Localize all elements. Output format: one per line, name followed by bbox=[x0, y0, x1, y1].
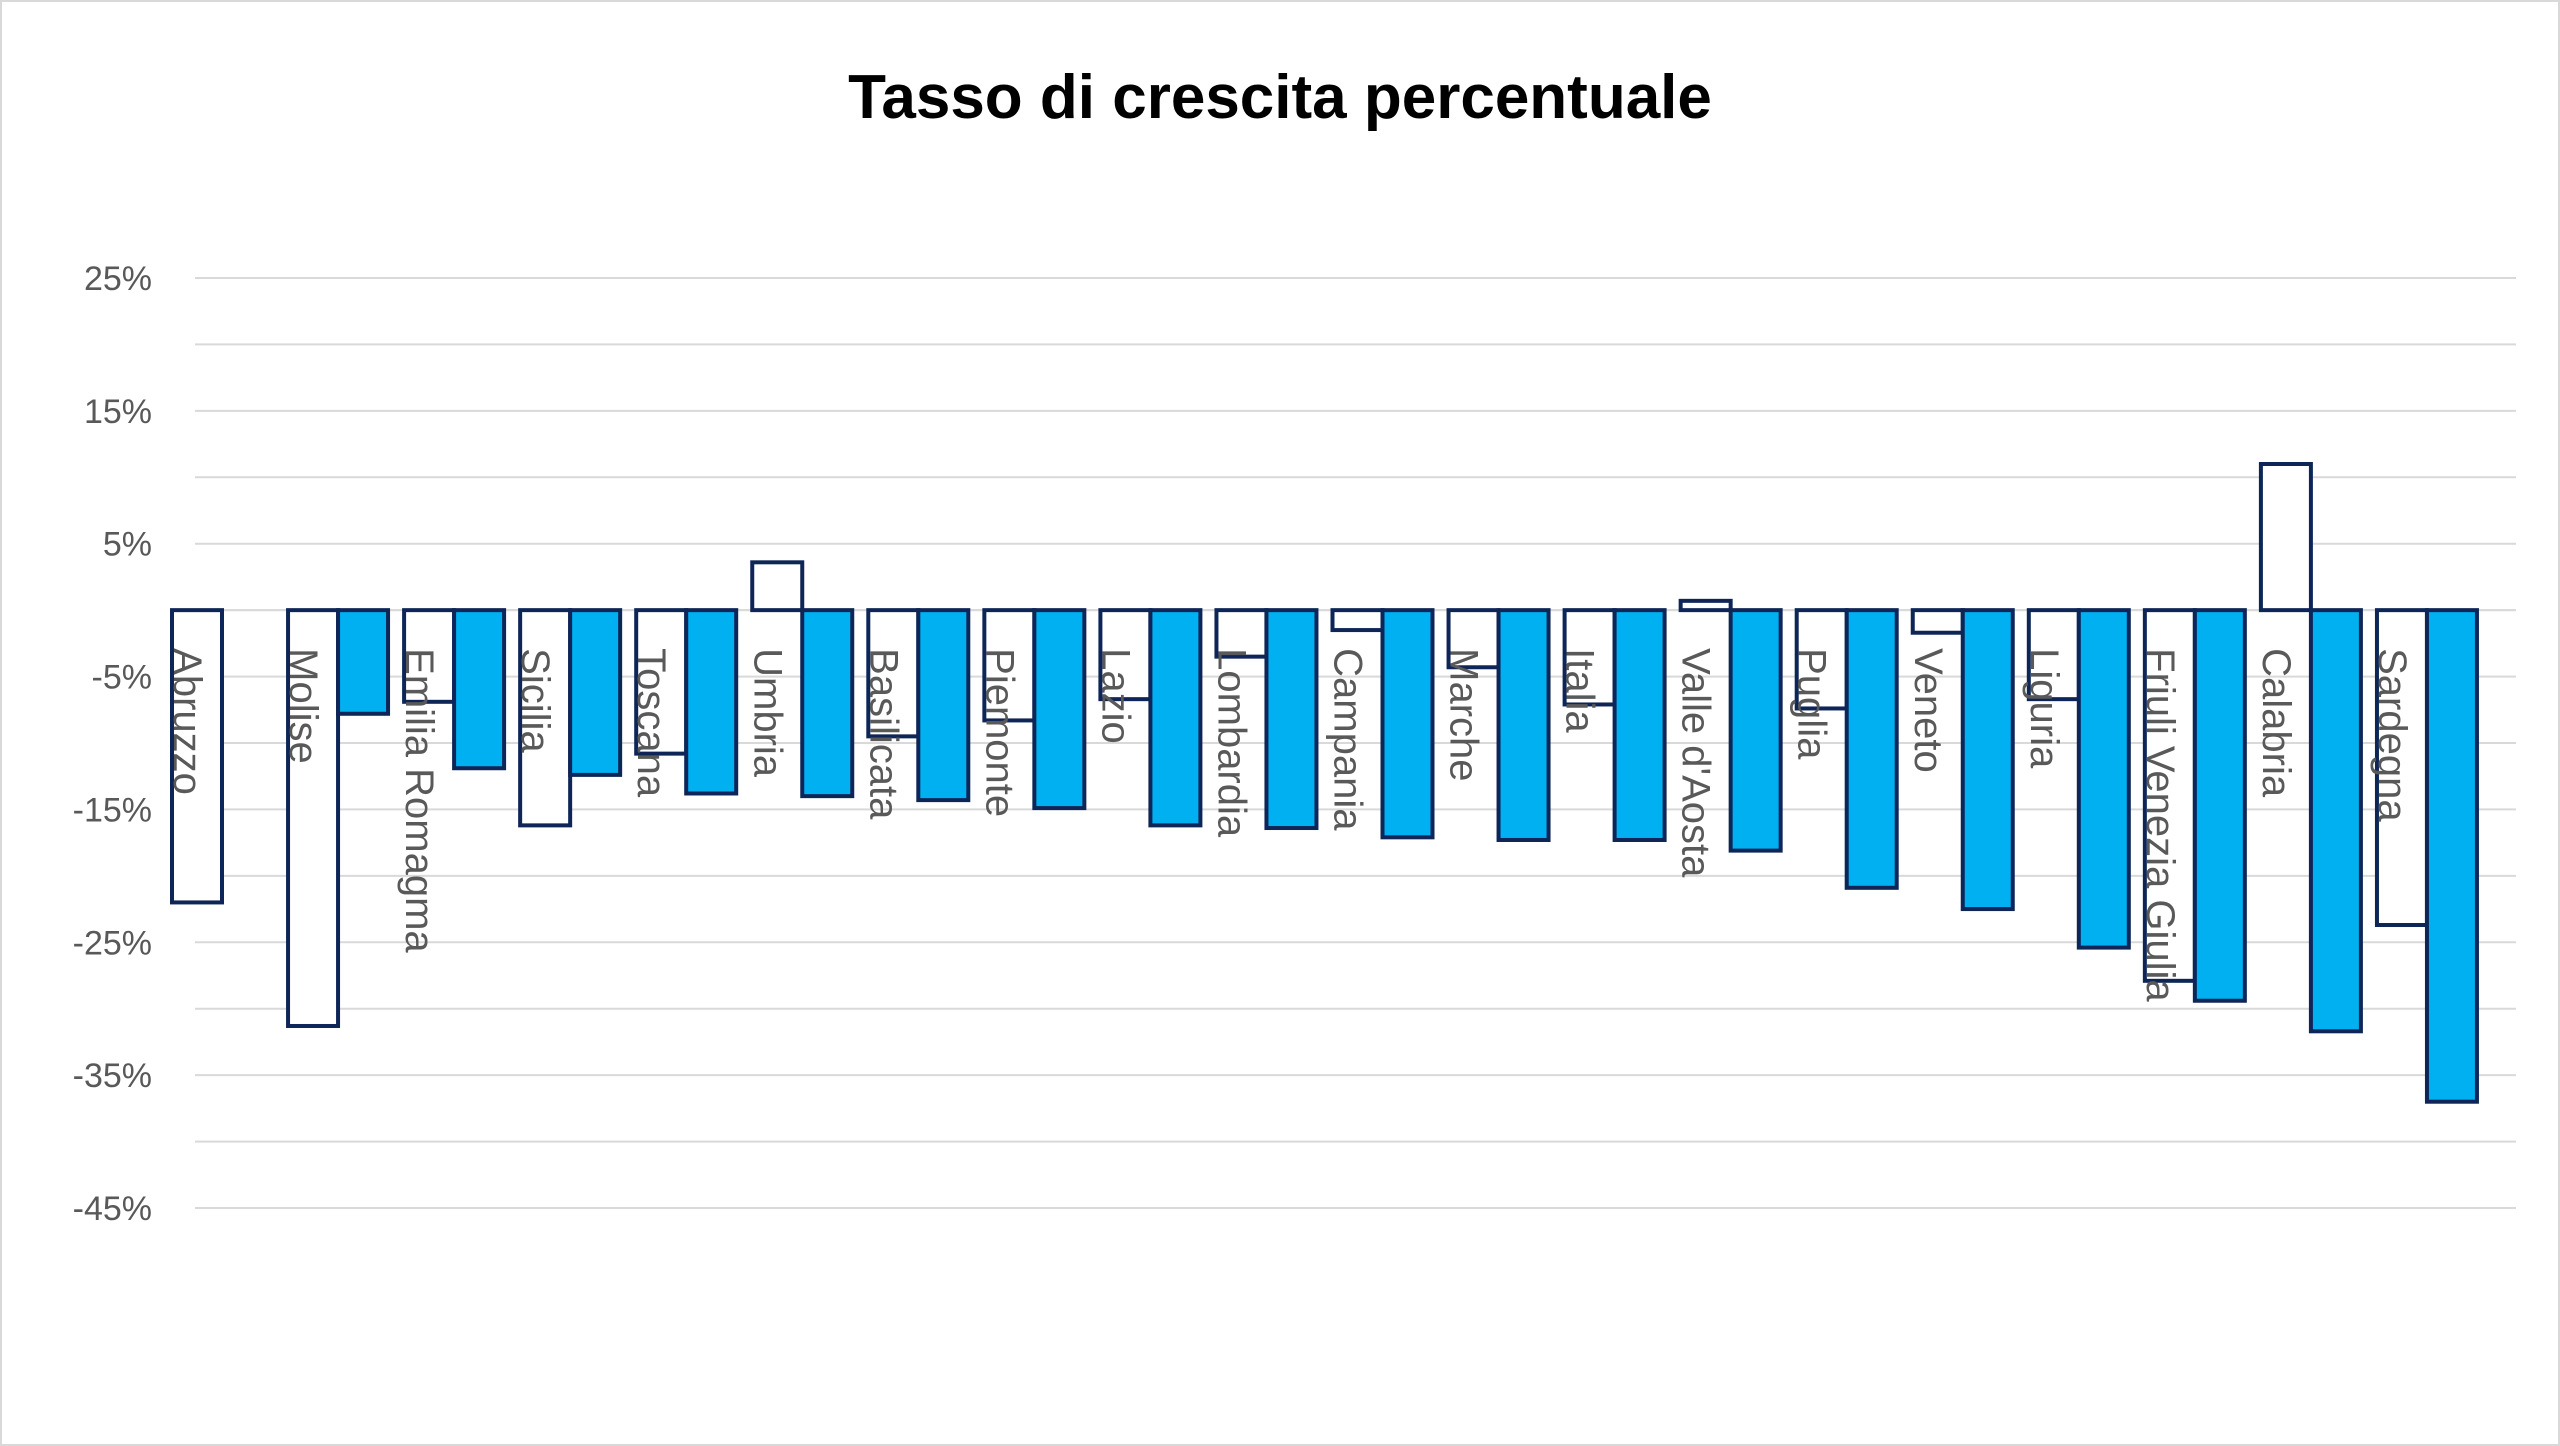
bar bbox=[1910, 608, 1965, 635]
category-labels: Abruzzo Molise Emilia Romagma Sicilia Toscan… bbox=[165, 648, 2414, 1002]
bar bbox=[1032, 608, 1087, 811]
category-label: Lombardia bbox=[1209, 648, 1253, 838]
category-label: Emilia Romagma bbox=[397, 648, 441, 953]
bar bbox=[568, 608, 623, 777]
category-label: Sicilia bbox=[513, 648, 557, 753]
y-tick-label: 15% bbox=[84, 393, 152, 431]
category-label: Campania bbox=[1326, 648, 1370, 831]
chart-title: Tasso di crescita percentuale bbox=[848, 63, 1712, 132]
bar bbox=[1214, 608, 1269, 659]
y-tick-label: 5% bbox=[103, 526, 152, 564]
bar bbox=[1612, 608, 1667, 842]
category-label: Lazio bbox=[1093, 648, 1137, 744]
bar bbox=[1844, 608, 1899, 890]
category-label: Valle d'Aosta bbox=[1674, 648, 1718, 878]
bar bbox=[750, 560, 805, 613]
category-label: Toscana bbox=[629, 648, 673, 798]
bar bbox=[1098, 608, 1153, 702]
category-label: Marche bbox=[1442, 648, 1486, 781]
bar bbox=[518, 608, 573, 828]
category-label: Liguria bbox=[2022, 648, 2066, 769]
category-label: Umbria bbox=[745, 648, 789, 778]
category-label: Piemonte bbox=[977, 648, 1021, 817]
y-tick-label: -15% bbox=[73, 791, 152, 829]
y-tick-label: -35% bbox=[73, 1057, 152, 1095]
bar bbox=[336, 608, 391, 716]
bar bbox=[916, 608, 971, 803]
bars bbox=[170, 462, 2479, 1104]
y-tick-label: -45% bbox=[73, 1190, 152, 1228]
category-label: Veneto bbox=[1906, 648, 1950, 773]
bar bbox=[1496, 608, 1551, 842]
bar bbox=[170, 608, 224, 905]
bar bbox=[2026, 608, 2081, 702]
bar bbox=[1380, 608, 1435, 840]
bar bbox=[452, 608, 507, 771]
bar bbox=[866, 608, 921, 739]
bar bbox=[634, 608, 689, 756]
category-label: Puglia bbox=[1790, 648, 1834, 760]
bar bbox=[1264, 608, 1319, 831]
category-label: Sardegna bbox=[2370, 648, 2414, 822]
category-label: Friuli Venezia Giulia bbox=[2138, 648, 2182, 1002]
bar bbox=[2192, 608, 2247, 1003]
category-label: Italia bbox=[1558, 648, 1602, 733]
bar bbox=[1446, 608, 1501, 670]
bar bbox=[2142, 608, 2197, 983]
y-tick-label: -5% bbox=[92, 659, 152, 697]
bar bbox=[684, 608, 739, 796]
bar bbox=[2258, 462, 2313, 613]
bar bbox=[1960, 608, 2015, 912]
bar bbox=[800, 608, 855, 799]
bar bbox=[2076, 608, 2131, 950]
bar bbox=[1728, 608, 1783, 853]
category-label: Basilicata bbox=[861, 648, 905, 820]
bar bbox=[2308, 608, 2363, 1034]
bar bbox=[2424, 608, 2479, 1104]
y-tick-label: -25% bbox=[73, 924, 152, 962]
category-label: Calabria bbox=[2254, 648, 2298, 798]
category-label: Abruzzo bbox=[165, 648, 209, 795]
category-label: Molise bbox=[281, 648, 325, 764]
bar bbox=[1148, 608, 1203, 828]
y-tick-label: 25% bbox=[84, 260, 152, 298]
bar bbox=[1678, 598, 1733, 613]
bar bbox=[1330, 608, 1385, 633]
bar bbox=[286, 608, 341, 1028]
y-axis-ticks: 25% 15% 5% -5% -15% -25% -35% -45% bbox=[73, 260, 152, 1228]
bar bbox=[982, 608, 1037, 723]
